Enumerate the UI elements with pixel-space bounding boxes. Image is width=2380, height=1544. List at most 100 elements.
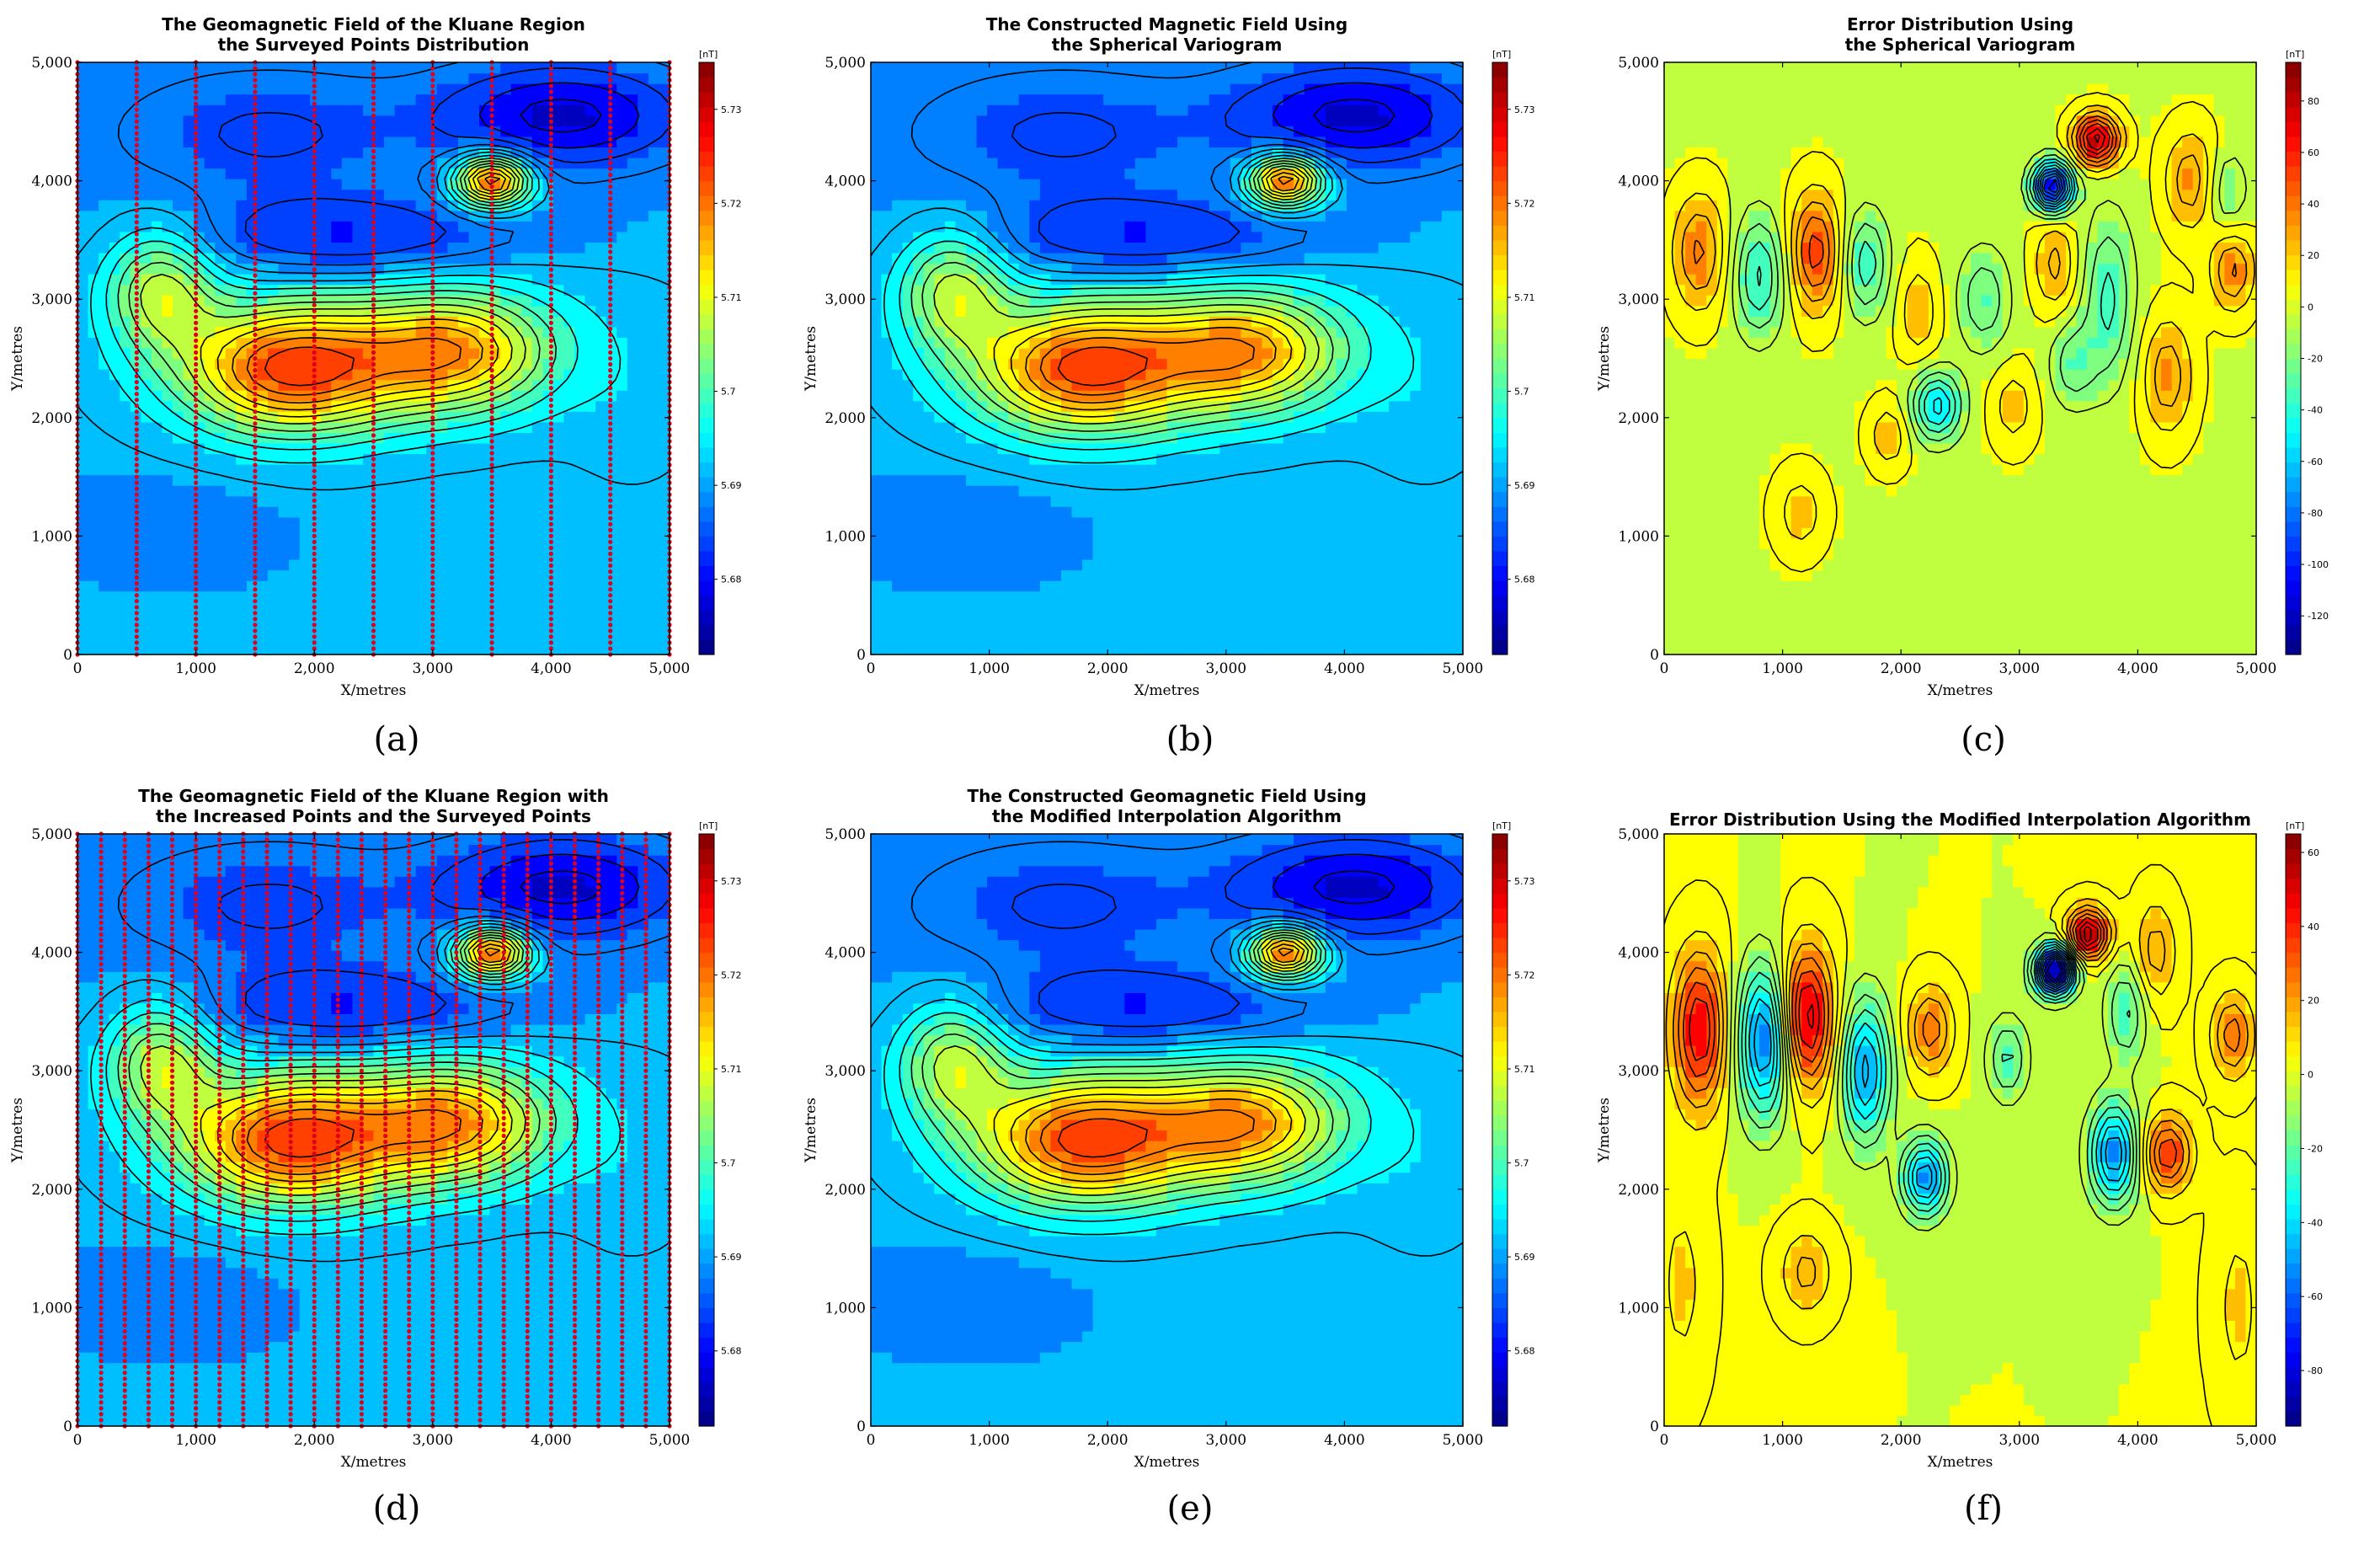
survey-point <box>489 486 494 491</box>
heatmap-cell <box>616 506 628 518</box>
heatmap-cell <box>236 633 248 645</box>
heatmap-cell <box>468 242 480 254</box>
heatmap-cell <box>405 485 417 497</box>
survey-point <box>371 433 376 438</box>
survey-point <box>430 285 435 290</box>
heatmap-cell <box>479 590 491 602</box>
heatmap-cell <box>892 601 904 613</box>
heatmap-cell <box>257 485 269 497</box>
heatmap-cell <box>436 633 448 645</box>
heatmap-cell <box>659 644 670 655</box>
heatmap-cell <box>77 284 89 296</box>
x-tick-label: 4,000 <box>531 660 572 677</box>
heatmap-cell <box>616 411 628 423</box>
survey-point <box>608 409 613 414</box>
heatmap-cell <box>299 358 311 370</box>
heatmap-cell <box>394 274 406 286</box>
heatmap-cell <box>648 612 660 623</box>
heatmap-cell <box>510 115 522 126</box>
heatmap-cell <box>373 612 385 623</box>
survey-point <box>489 208 494 213</box>
heatmap-cell <box>595 337 607 349</box>
heatmap-cell <box>320 537 332 550</box>
heatmap-cell <box>267 326 280 338</box>
heatmap-cell <box>1273 612 1284 623</box>
heatmap-cell <box>531 612 543 623</box>
heatmap-cell <box>595 347 607 360</box>
survey-point <box>194 166 199 172</box>
survey-point <box>371 326 376 331</box>
heatmap-cell <box>1082 612 1094 623</box>
survey-point <box>548 202 554 207</box>
heatmap-cell <box>521 284 533 296</box>
heatmap-cell <box>362 537 375 550</box>
heatmap-cell <box>320 62 332 74</box>
heatmap-cell <box>352 337 364 349</box>
survey-point <box>489 355 494 361</box>
heatmap-cell <box>373 252 385 264</box>
heatmap-cell <box>627 453 638 465</box>
heatmap-cell <box>552 474 565 486</box>
heatmap-cell <box>531 580 543 592</box>
heatmap-cell <box>1219 612 1231 623</box>
heatmap-cell <box>659 337 670 349</box>
survey-point <box>253 95 258 100</box>
survey-point <box>194 184 199 190</box>
heatmap-cell <box>120 179 131 190</box>
survey-point <box>548 462 554 467</box>
heatmap-cell <box>457 622 470 634</box>
survey-point <box>371 196 376 201</box>
survey-point <box>489 539 494 545</box>
heatmap-cell <box>1452 622 1464 634</box>
heatmap-cell <box>394 569 406 581</box>
heatmap-cell <box>204 421 216 433</box>
heatmap-cell <box>510 590 522 602</box>
heatmap-cell <box>479 231 491 243</box>
heatmap-cell <box>574 72 586 84</box>
heatmap-cell <box>1082 580 1094 592</box>
heatmap-cell <box>1251 633 1263 645</box>
heatmap-cell <box>415 516 427 528</box>
survey-point <box>489 350 494 355</box>
heatmap-cell <box>405 93 417 105</box>
heatmap-cell <box>638 157 649 169</box>
heatmap-cell <box>1357 644 1369 655</box>
survey-point <box>253 77 258 83</box>
survey-point <box>430 368 435 373</box>
survey-point <box>489 563 494 569</box>
survey-point <box>312 403 317 409</box>
heatmap-cell <box>204 601 216 613</box>
heatmap-cell <box>584 62 596 74</box>
heatmap-cell <box>415 421 427 433</box>
y-axis-label: Y/metres <box>9 326 26 392</box>
heatmap-cell <box>1198 569 1210 581</box>
survey-point <box>194 634 199 639</box>
heatmap-cell <box>1018 559 1030 571</box>
survey-point <box>134 510 139 515</box>
heatmap-cell <box>373 179 385 190</box>
survey-point <box>253 125 258 130</box>
heatmap-cell <box>183 316 195 328</box>
survey-point <box>608 267 613 272</box>
heatmap-cell <box>194 157 205 169</box>
heatmap-cell <box>1187 580 1199 592</box>
heatmap-cell <box>88 337 99 349</box>
heatmap-cell <box>659 442 670 455</box>
heatmap-cell <box>109 274 120 286</box>
survey-point <box>489 492 494 497</box>
heatmap-cell <box>278 527 290 539</box>
heatmap-cell <box>362 93 375 105</box>
heatmap-cell <box>1060 612 1073 623</box>
survey-point <box>608 587 613 592</box>
heatmap-cell <box>627 601 638 613</box>
heatmap-cell <box>320 464 332 476</box>
heatmap-cell <box>1187 559 1199 571</box>
survey-point <box>134 302 139 307</box>
heatmap-cell <box>289 284 301 296</box>
heatmap-cell <box>225 168 237 179</box>
heatmap-cell <box>415 93 427 105</box>
survey-point <box>371 119 376 124</box>
heatmap-cell <box>627 644 638 655</box>
heatmap-cell <box>183 295 195 307</box>
survey-point <box>548 415 554 420</box>
